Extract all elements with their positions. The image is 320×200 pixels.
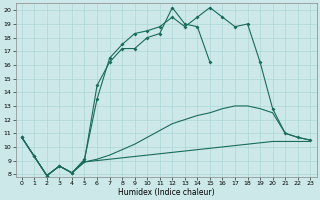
X-axis label: Humidex (Indice chaleur): Humidex (Indice chaleur) — [118, 188, 214, 197]
